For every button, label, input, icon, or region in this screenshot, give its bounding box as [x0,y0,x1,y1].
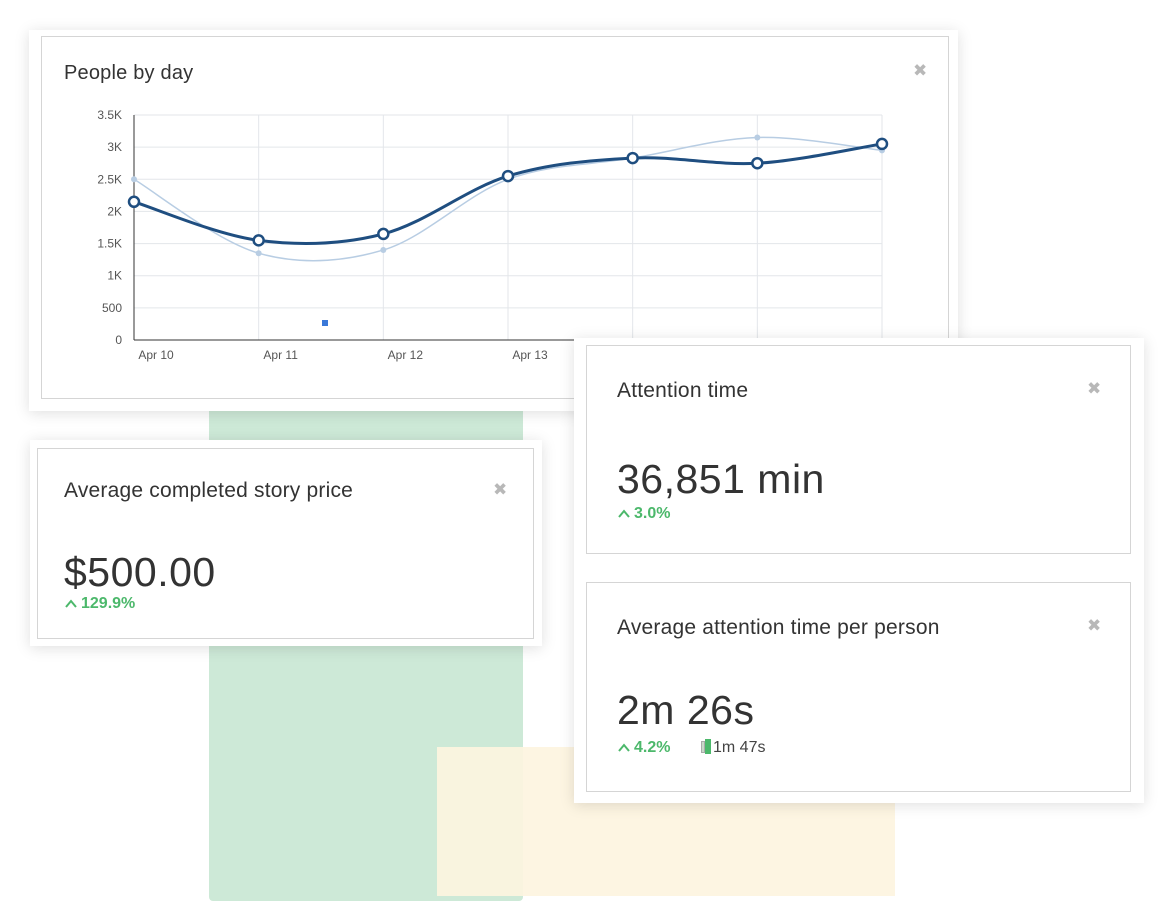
close-icon[interactable]: ✖ [1087,379,1102,398]
comparison-text: 1m 47s [713,739,766,756]
data-point-primary [875,137,889,151]
comparison-value: 1m 47s [701,739,765,757]
card-title: Average attention time per person [617,616,940,639]
close-icon[interactable]: ✖ [493,480,508,499]
y-tick-label: 3.5K [97,108,122,122]
metric-value: 2m 26s [617,687,755,733]
card-title: Average completed story price [64,479,354,502]
data-point-secondary [380,247,387,253]
y-tick-label: 0 [115,333,122,347]
data-point-primary [626,151,639,165]
x-tick-label: Apr 10 [138,348,174,362]
close-icon[interactable]: ✖ [1087,616,1102,635]
y-tick-label: 3K [107,140,122,154]
close-icon[interactable]: ✖ [913,61,928,80]
data-point-secondary [255,250,262,257]
attention-panel: Attention time ✖ 36,851 min 3.0% Average… [574,338,1144,803]
x-tick-label: Apr 12 [388,348,424,362]
y-tick-label: 500 [102,301,122,315]
metric-value: $500.00 [64,549,216,595]
up-chevron-icon [618,739,630,757]
data-point-secondary [131,176,137,183]
change-indicator: 4.2% [618,739,670,757]
up-chevron-icon [65,595,77,613]
data-point-primary [501,169,515,183]
card-title: Attention time [617,379,749,402]
y-tick-label: 1.5K [97,237,122,251]
change-value: 3.0% [634,505,671,522]
bar-compare-icon [701,739,713,756]
attention-time-card: Attention time ✖ 36,851 min 3.0% [586,345,1131,554]
card-title: People by day [64,62,194,84]
data-point-primary [252,234,265,247]
y-tick-label: 2.5K [97,172,122,186]
data-point-primary [751,156,764,170]
y-tick-label: 1K [107,269,122,283]
marker-square [322,320,328,326]
data-point-secondary [754,134,761,141]
y-tick-label: 2K [107,204,122,218]
change-value: 4.2% [634,739,671,756]
story-price-card: Average completed story price ✖ $500.00 … [37,448,534,639]
data-point-primary [377,227,390,241]
change-indicator: 3.0% [618,505,670,523]
metric-value: 36,851 min [617,456,825,502]
up-chevron-icon [618,505,630,523]
x-tick-label: Apr 13 [512,348,548,362]
x-tick-label: Apr 11 [263,348,298,362]
avg-attention-card: Average attention time per person ✖ 2m 2… [586,582,1131,792]
data-point-primary [127,195,141,209]
change-indicator: 129.9% [65,595,135,613]
change-value: 129.9% [81,595,136,612]
story-price-panel: Average completed story price ✖ $500.00 … [30,440,542,646]
